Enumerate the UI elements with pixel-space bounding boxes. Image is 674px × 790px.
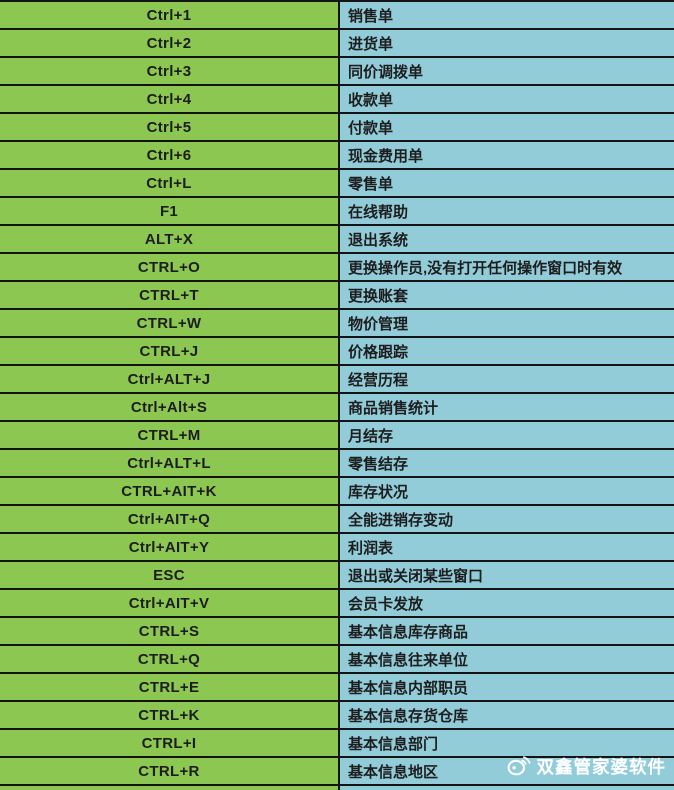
- shortcut-key-cell: CTRL+W: [0, 310, 338, 336]
- shortcut-key-cell: Ctrl+ALT+J: [0, 366, 338, 392]
- shortcut-key-cell: Ctrl+Alt+S: [0, 394, 338, 420]
- table-row: CTRL+W 物价管理: [0, 310, 674, 338]
- table-row: Ctrl+AIT+Y 利润表: [0, 534, 674, 562]
- shortcut-action-cell: 全能进销存变动: [338, 506, 674, 532]
- shortcut-key-cell: Ctrl+6: [0, 142, 338, 168]
- table-row: CTRL+S 基本信息库存商品: [0, 618, 674, 646]
- shortcut-action-cell: 会员卡发放: [338, 590, 674, 616]
- shortcut-key-cell: CTRL+I: [0, 730, 338, 756]
- table-row: Ctrl+Alt+S 商品销售统计: [0, 394, 674, 422]
- table-row: Ctrl+5 付款单: [0, 114, 674, 142]
- partial-action-cell: [338, 786, 674, 790]
- shortcut-action-cell: 零售结存: [338, 450, 674, 476]
- shortcut-key-cell: ESC: [0, 562, 338, 588]
- shortcut-action-cell: 基本信息往来单位: [338, 646, 674, 672]
- shortcut-action-cell: 退出或关闭某些窗口: [338, 562, 674, 588]
- shortcut-key-cell: Ctrl+AIT+Y: [0, 534, 338, 560]
- table-row: CTRL+Q 基本信息往来单位: [0, 646, 674, 674]
- shortcut-key-cell: CTRL+Q: [0, 646, 338, 672]
- shortcut-key-cell: CTRL+K: [0, 702, 338, 728]
- shortcut-key-cell: Ctrl+AIT+V: [0, 590, 338, 616]
- shortcut-action-cell: 基本信息部门: [338, 730, 674, 756]
- shortcut-key-cell: Ctrl+5: [0, 114, 338, 140]
- shortcut-action-cell: 收款单: [338, 86, 674, 112]
- shortcut-action-cell: 更换操作员,没有打开任何操作窗口时有效: [338, 254, 674, 280]
- shortcut-action-cell: 销售单: [338, 2, 674, 28]
- shortcut-key-cell: Ctrl+L: [0, 170, 338, 196]
- shortcut-action-cell: 利润表: [338, 534, 674, 560]
- table-row: Ctrl+ALT+L 零售结存: [0, 450, 674, 478]
- partial-shortcut-cell: [0, 786, 338, 790]
- shortcut-action-cell: 库存状况: [338, 478, 674, 504]
- table-row: CTRL+M 月结存: [0, 422, 674, 450]
- table-row: CTRL+E 基本信息内部职员: [0, 674, 674, 702]
- shortcut-key-cell: Ctrl+2: [0, 30, 338, 56]
- shortcut-key-cell: CTRL+E: [0, 674, 338, 700]
- shortcut-key-cell: Ctrl+1: [0, 2, 338, 28]
- table-row: F1 在线帮助: [0, 198, 674, 226]
- shortcut-action-cell: 退出系统: [338, 226, 674, 252]
- table-row: Ctrl+1 销售单: [0, 2, 674, 30]
- table-row: CTRL+R 基本信息地区: [0, 758, 674, 786]
- shortcut-action-cell: 价格跟踪: [338, 338, 674, 364]
- table-row: CTRL+T 更换账套: [0, 282, 674, 310]
- table-row: Ctrl+2 进货单: [0, 30, 674, 58]
- shortcut-action-cell: 物价管理: [338, 310, 674, 336]
- table-row: CTRL+I 基本信息部门: [0, 730, 674, 758]
- table-row: CTRL+O 更换操作员,没有打开任何操作窗口时有效: [0, 254, 674, 282]
- shortcut-key-cell: Ctrl+ALT+L: [0, 450, 338, 476]
- shortcut-key-cell: CTRL+J: [0, 338, 338, 364]
- table-row: Ctrl+3 同价调拨单: [0, 58, 674, 86]
- shortcut-key-cell: F1: [0, 198, 338, 224]
- table-row: CTRL+AIT+K 库存状况: [0, 478, 674, 506]
- shortcut-action-cell: 同价调拨单: [338, 58, 674, 84]
- shortcut-action-cell: 基本信息内部职员: [338, 674, 674, 700]
- table-row: ALT+X 退出系统: [0, 226, 674, 254]
- shortcut-action-cell: 在线帮助: [338, 198, 674, 224]
- shortcut-action-cell: 更换账套: [338, 282, 674, 308]
- table-row: Ctrl+AIT+Q 全能进销存变动: [0, 506, 674, 534]
- table-row: Ctrl+AIT+V 会员卡发放: [0, 590, 674, 618]
- shortcut-key-cell: Ctrl+3: [0, 58, 338, 84]
- table-row: CTRL+K 基本信息存货仓库: [0, 702, 674, 730]
- shortcut-action-cell: 月结存: [338, 422, 674, 448]
- table-row: ESC 退出或关闭某些窗口: [0, 562, 674, 590]
- shortcut-key-cell: CTRL+M: [0, 422, 338, 448]
- shortcut-key-cell: Ctrl+AIT+Q: [0, 506, 338, 532]
- shortcut-action-cell: 零售单: [338, 170, 674, 196]
- shortcut-key-cell: Ctrl+4: [0, 86, 338, 112]
- table-row: Ctrl+ALT+J 经营历程: [0, 366, 674, 394]
- table-row: Ctrl+6 现金费用单: [0, 142, 674, 170]
- shortcut-action-cell: 现金费用单: [338, 142, 674, 168]
- shortcut-action-cell: 基本信息存货仓库: [338, 702, 674, 728]
- shortcut-action-cell: 基本信息地区: [338, 758, 674, 784]
- shortcut-key-cell: CTRL+O: [0, 254, 338, 280]
- shortcut-action-cell: 基本信息库存商品: [338, 618, 674, 644]
- shortcut-key-cell: ALT+X: [0, 226, 338, 252]
- shortcut-action-cell: 付款单: [338, 114, 674, 140]
- table-row: Ctrl+L 零售单: [0, 170, 674, 198]
- shortcut-key-cell: CTRL+AIT+K: [0, 478, 338, 504]
- shortcut-key-cell: CTRL+R: [0, 758, 338, 784]
- table-row: Ctrl+4 收款单: [0, 86, 674, 114]
- shortcut-action-cell: 经营历程: [338, 366, 674, 392]
- table-row: CTRL+J 价格跟踪: [0, 338, 674, 366]
- shortcut-key-cell: CTRL+T: [0, 282, 338, 308]
- shortcut-action-cell: 进货单: [338, 30, 674, 56]
- shortcut-key-cell: CTRL+S: [0, 618, 338, 644]
- partial-next-row: [0, 786, 674, 790]
- shortcut-action-cell: 商品销售统计: [338, 394, 674, 420]
